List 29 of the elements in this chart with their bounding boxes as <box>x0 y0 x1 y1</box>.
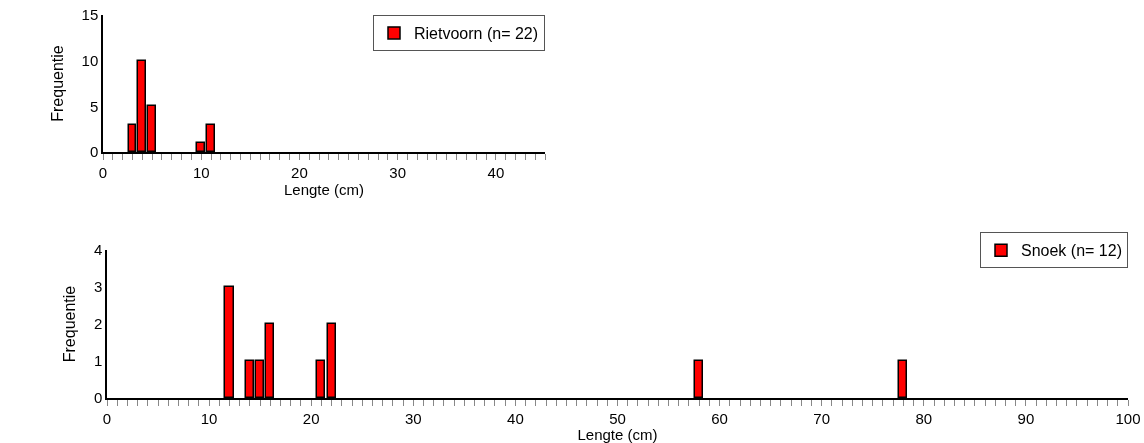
y-tick-label: 0 <box>89 143 99 161</box>
x-tick-label: 10 <box>192 163 210 181</box>
x-tick-label: 20 <box>291 163 308 181</box>
y-tick-label: 3 <box>93 278 103 296</box>
y-tick-label: 10 <box>81 51 99 69</box>
y-axis-title: Frequentie <box>48 45 66 122</box>
y-axis-title: Frequentie <box>61 285 79 363</box>
y-tick-label: 0 <box>93 389 103 407</box>
x-tick-label: 50 <box>609 409 626 427</box>
y-tick-label: 4 <box>93 241 103 259</box>
legend-label: Snoek (n= 12) <box>1021 242 1122 260</box>
legend-label: Rietvoorn (n= 22) <box>414 25 539 43</box>
y-tick-label: 5 <box>89 97 99 115</box>
y-tick-label: 1 <box>93 352 103 370</box>
x-tick-label: 80 <box>915 409 933 427</box>
y-tick-label: 2 <box>93 315 103 333</box>
x-tick-label: 60 <box>711 409 728 427</box>
y-tick-label: 15 <box>81 6 99 24</box>
x-tick-label: 20 <box>302 409 320 427</box>
x-tick-label: 30 <box>404 409 422 427</box>
x-tick-label: 70 <box>813 409 831 427</box>
x-tick-label: 40 <box>487 163 505 181</box>
x-tick-label: 10 <box>200 409 218 427</box>
x-tick-label: 30 <box>389 163 407 181</box>
x-tick-label: 100 <box>1115 409 1141 427</box>
x-axis-title: Lengte (cm) <box>577 426 658 443</box>
x-tick-label: 90 <box>1017 409 1035 427</box>
x-tick-label: 40 <box>507 409 524 427</box>
x-axis-title: Lengte (cm) <box>283 180 365 198</box>
